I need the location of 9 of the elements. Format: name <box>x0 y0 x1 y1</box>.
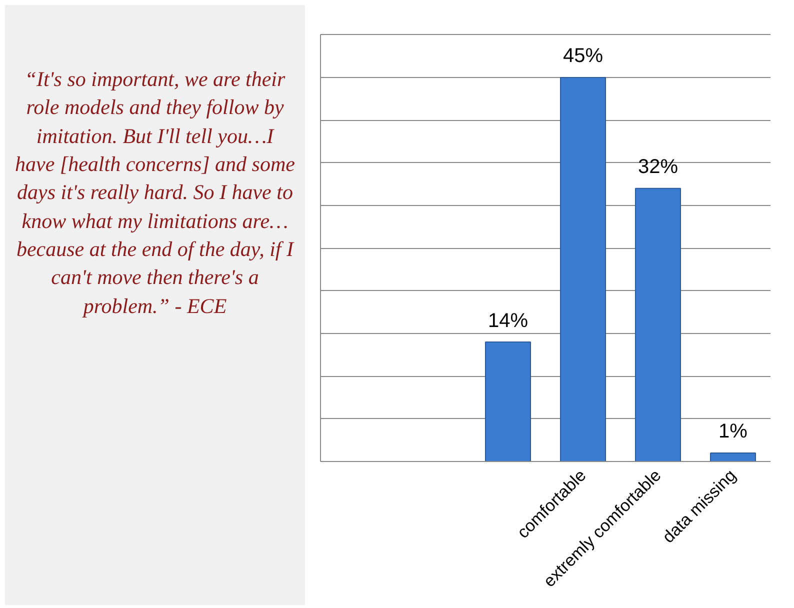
data-label: 14% <box>488 310 528 332</box>
text: “It's so important, we are their role models and they follow by imitation. But I'll tell you…I have [health concerns] and some days it's really hard. So I have to know what my limitations are… because at the end of the day, if I can't move then there's a problem.” - ECE <box>15 67 295 318</box>
data-label: 45% <box>562 45 604 68</box>
data-label: 32% <box>638 156 678 178</box>
bar <box>485 342 531 462</box>
bar <box>560 76 606 462</box>
bar <box>635 188 681 462</box>
bar <box>710 452 756 462</box>
data-label: 1% <box>718 420 748 443</box>
